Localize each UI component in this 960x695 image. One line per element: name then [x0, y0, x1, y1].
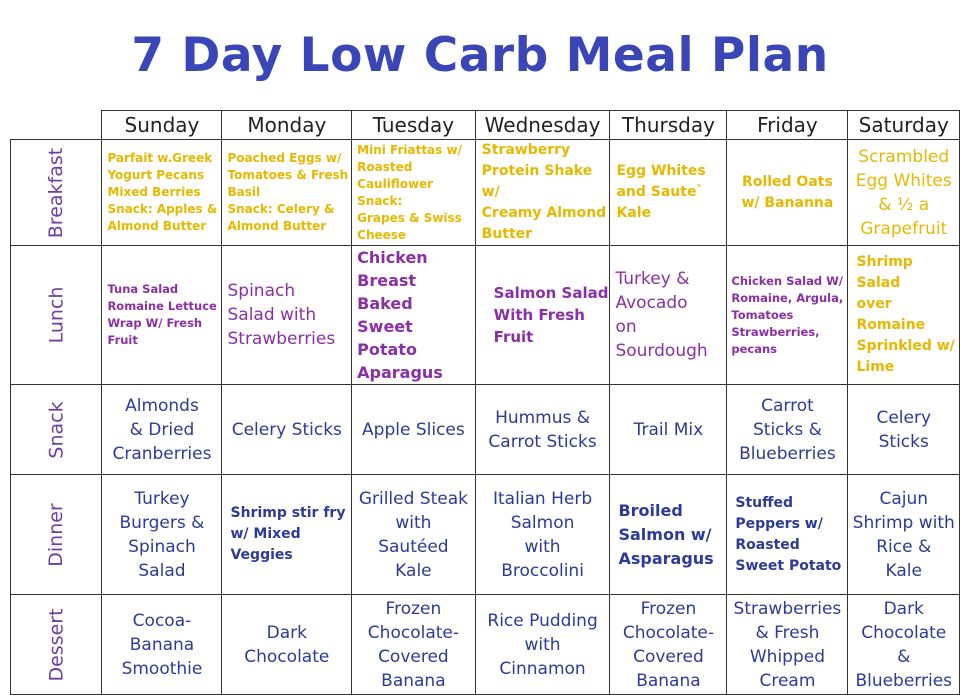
dinner-thursday: Broiled Salmon w/ Asparagus	[609, 474, 728, 595]
breakfast-saturday: Scrambled Egg Whites & ½ a Grapefruit	[847, 139, 960, 246]
day-header-monday: Monday	[221, 110, 353, 140]
lunch-tuesday: Chicken Breast Baked Sweet Potato Aparag…	[351, 245, 476, 385]
lunch-saturday: Shrimp Salad over Romaine Sprinkled w/ L…	[847, 245, 960, 385]
lunch-sunday: Tuna Salad Romaine Lettuce Wrap W/ Fresh…	[101, 245, 223, 385]
lunch-monday: Spinach Salad with Strawberries	[221, 245, 353, 385]
snack-sunday: Almonds & Dried Cranberries	[101, 384, 223, 475]
dessert-tuesday: Frozen Chocolate- Covered Banana	[351, 594, 476, 695]
breakfast-monday: Poached Eggs w/ Tomatoes & Fresh Basil S…	[221, 139, 353, 246]
snack-saturday: Celery Sticks	[847, 384, 960, 475]
day-header-friday: Friday	[726, 110, 849, 140]
row-label-dessert: Dessert	[9, 594, 103, 695]
snack-friday: Carrot Sticks & Blueberries	[726, 384, 849, 475]
lunch-thursday: Turkey & Avocado on Sourdough	[609, 245, 728, 385]
dessert-sunday: Cocoa- Banana Smoothie	[101, 594, 223, 695]
breakfast-thursday: Egg Whites and Saute` Kale	[609, 139, 728, 246]
day-header-tuesday: Tuesday	[351, 110, 476, 140]
dinner-monday: Shrimp stir fry w/ Mixed Veggies	[221, 474, 353, 595]
dessert-wednesday: Rice Pudding with Cinnamon	[474, 594, 611, 695]
dinner-sunday: Turkey Burgers & Spinach Salad	[101, 474, 223, 595]
dinner-tuesday: Grilled Steak with Sautéed Kale	[351, 474, 476, 595]
breakfast-wednesday: Strawberry Protein Shake w/ Creamy Almon…	[474, 139, 611, 246]
meal-plan-table: Sunday Monday Tuesday Wednesday Thursday…	[9, 110, 960, 695]
breakfast-friday: Rolled Oats w/ Bananna	[726, 139, 849, 246]
lunch-wednesday: Salmon Salad With Fresh Fruit	[474, 245, 611, 385]
snack-wednesday: Hummus & Carrot Sticks	[474, 384, 611, 475]
snack-monday: Celery Sticks	[221, 384, 353, 475]
dinner-wednesday: Italian Herb Salmon with Broccolini	[474, 474, 611, 595]
dessert-saturday: Dark Chocolate & Blueberries	[847, 594, 960, 695]
breakfast-sunday: Parfait w.Greek Yogurt Pecans Mixed Berr…	[101, 139, 223, 246]
day-header-thursday: Thursday	[609, 110, 728, 140]
row-label-breakfast: Breakfast	[9, 139, 103, 246]
corner-cell	[10, 110, 103, 140]
page-title: 7 Day Low Carb Meal Plan	[131, 28, 829, 83]
row-label-lunch: Lunch	[9, 245, 103, 385]
dessert-friday: Strawberries & Fresh Whipped Cream	[726, 594, 849, 695]
breakfast-row: Breakfast Parfait w.Greek Yogurt Pecans …	[9, 139, 960, 246]
dinner-row: Dinner Turkey Burgers & Spinach Salad Sh…	[9, 474, 960, 595]
breakfast-tuesday: Mini Friattas w/ Roasted Cauliflower Sna…	[351, 139, 476, 246]
row-label-dinner: Dinner	[9, 474, 103, 595]
day-header-saturday: Saturday	[847, 110, 960, 140]
day-header-sunday: Sunday	[101, 110, 223, 140]
dessert-row: Dessert Cocoa- Banana Smoothie Dark Choc…	[9, 594, 960, 695]
snack-row: Snack Almonds & Dried Cranberries Celery…	[9, 384, 960, 475]
day-header-row: Sunday Monday Tuesday Wednesday Thursday…	[10, 110, 960, 140]
dinner-friday: Stuffed Peppers w/ Roasted Sweet Potato	[726, 474, 849, 595]
dessert-thursday: Frozen Chocolate- Covered Banana	[609, 594, 728, 695]
snack-tuesday: Apple Slices	[351, 384, 476, 475]
dessert-monday: Dark Chocolate	[221, 594, 353, 695]
snack-thursday: Trail Mix	[609, 384, 728, 475]
lunch-row: Lunch Tuna Salad Romaine Lettuce Wrap W/…	[9, 245, 960, 385]
day-header-wednesday: Wednesday	[474, 110, 611, 140]
lunch-friday: Chicken Salad W/ Romaine, Argula, Tomato…	[726, 245, 849, 385]
row-label-snack: Snack	[9, 384, 103, 475]
dinner-saturday: Cajun Shrimp with Rice & Kale	[847, 474, 960, 595]
